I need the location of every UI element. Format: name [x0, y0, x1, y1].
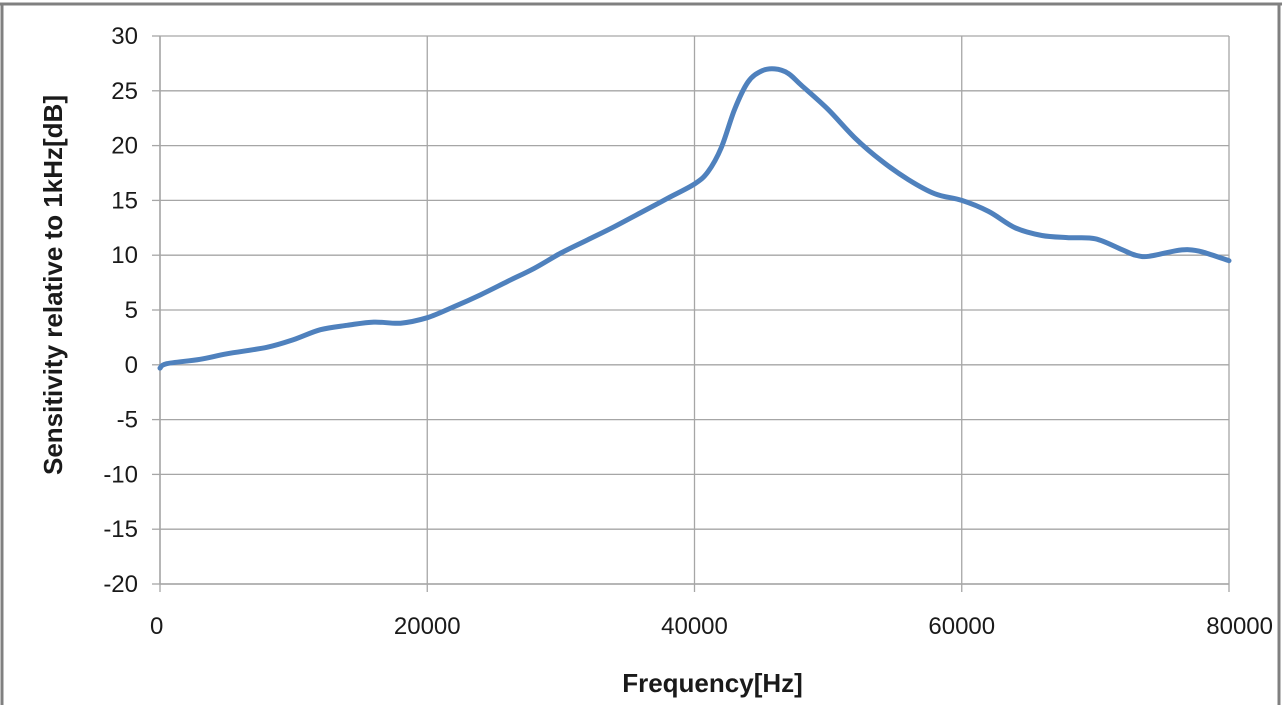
- y-tick-label: 30: [111, 23, 138, 50]
- x-tick-label: 0: [150, 613, 163, 640]
- y-axis-title: Sensitivity relative to 1kHz[dB]: [38, 95, 68, 475]
- x-tick-label: 40000: [661, 613, 728, 640]
- x-tick-label: 80000: [1206, 613, 1273, 640]
- y-tick-label: 10: [111, 242, 138, 269]
- y-tick-label: -15: [103, 516, 138, 543]
- y-tick-label: 20: [111, 133, 138, 160]
- x-tick-label: 60000: [928, 613, 995, 640]
- axes: [152, 35, 1230, 592]
- y-tick-label: 15: [111, 187, 138, 214]
- y-tick-label: 5: [125, 297, 138, 324]
- series-layer: [157, 66, 1232, 371]
- y-tick-label: 25: [111, 78, 138, 105]
- y-tick-label: -20: [103, 571, 138, 598]
- tick-labels: 30 25 20 15 10 5 0 -5 -10 -15 -20 0 20000 40000 60000 8…: [103, 23, 1273, 640]
- y-tick-label: -10: [103, 461, 138, 488]
- gridlines: [159, 35, 1230, 585]
- x-axis-title: Frequency[Hz]: [622, 668, 803, 698]
- y-tick-label: 0: [125, 352, 138, 379]
- series-line: [157, 66, 1232, 371]
- y-tick-label: -5: [117, 407, 138, 434]
- x-tick-label: 20000: [394, 613, 461, 640]
